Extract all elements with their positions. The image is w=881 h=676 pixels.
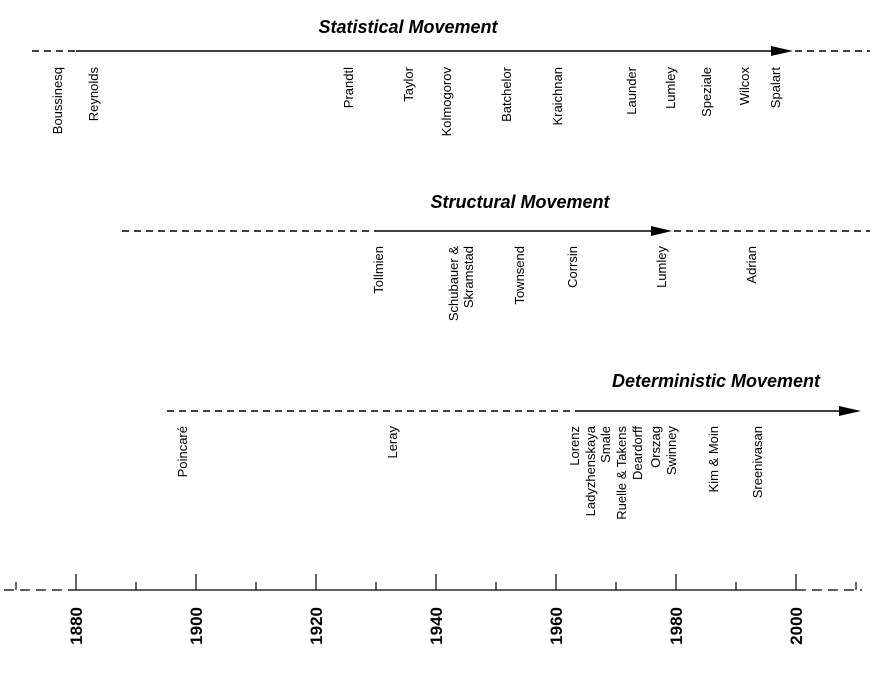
name-lumley-structural: Lumley: [654, 246, 669, 288]
name-boussinesq: Boussinesq: [50, 67, 65, 134]
name-deardorff: Deardorff: [630, 426, 645, 480]
name-lumley: Lumley: [663, 67, 678, 109]
name-speziale: Speziale: [699, 67, 714, 117]
deterministic-arrowhead: [839, 406, 861, 416]
deterministic-title: Deterministic Movement: [612, 371, 821, 391]
name-kim-moin: Kim & Moin: [706, 426, 721, 492]
structural-title: Structural Movement: [430, 192, 610, 212]
name-wilcox: Wilcox: [737, 67, 752, 106]
name-schubauer-line2: Skramstad: [461, 246, 476, 308]
structural-movement: Structural Movement Tollmien Schubauer &…: [122, 192, 870, 321]
year-label: 1940: [427, 607, 446, 645]
name-sreenivasan: Sreenivasan: [750, 426, 765, 498]
name-townsend: Townsend: [512, 246, 527, 305]
name-schubauer-line1: Schubauer &: [446, 246, 461, 321]
statistical-title: Statistical Movement: [318, 17, 498, 37]
year-label: 1900: [187, 607, 206, 645]
year-axis: 1880 1900 1920 1940 1960 1980 2000: [4, 574, 862, 645]
name-ladyzhenskaya: Ladyzhenskaya: [583, 425, 598, 516]
name-kolmogorov: Kolmogorov: [439, 67, 454, 137]
year-label: 1880: [67, 607, 86, 645]
year-label: 1980: [667, 607, 686, 645]
name-lorenz: Lorenz: [567, 426, 582, 466]
structural-arrowhead: [651, 226, 672, 236]
name-corrsin: Corrsin: [565, 246, 580, 288]
name-reynolds: Reynolds: [86, 67, 101, 122]
name-adrian: Adrian: [744, 246, 759, 284]
deterministic-movement: Deterministic Movement Poincaré Leray Lo…: [167, 371, 861, 520]
name-swinney: Swinney: [664, 426, 679, 476]
name-smale: Smale: [598, 426, 613, 463]
statistical-movement: Statistical Movement Boussinesq Reynolds…: [32, 17, 870, 136]
name-taylor: Taylor: [401, 66, 416, 101]
name-tollmien: Tollmien: [371, 246, 386, 294]
name-launder: Launder: [624, 66, 639, 114]
year-label: 1960: [547, 607, 566, 645]
year-label: 1920: [307, 607, 326, 645]
name-prandtl: Prandtl: [341, 67, 356, 108]
name-spalart: Spalart: [768, 67, 783, 109]
name-ruelle-takens: Ruelle & Takens: [614, 426, 629, 520]
statistical-arrowhead: [771, 46, 793, 56]
name-leray: Leray: [385, 426, 400, 459]
name-kraichnan: Kraichnan: [550, 67, 565, 126]
year-label: 2000: [787, 607, 806, 645]
name-poincare: Poincaré: [175, 426, 190, 477]
name-orszag: Orszag: [648, 426, 663, 468]
name-batchelor: Batchelor: [499, 66, 514, 122]
